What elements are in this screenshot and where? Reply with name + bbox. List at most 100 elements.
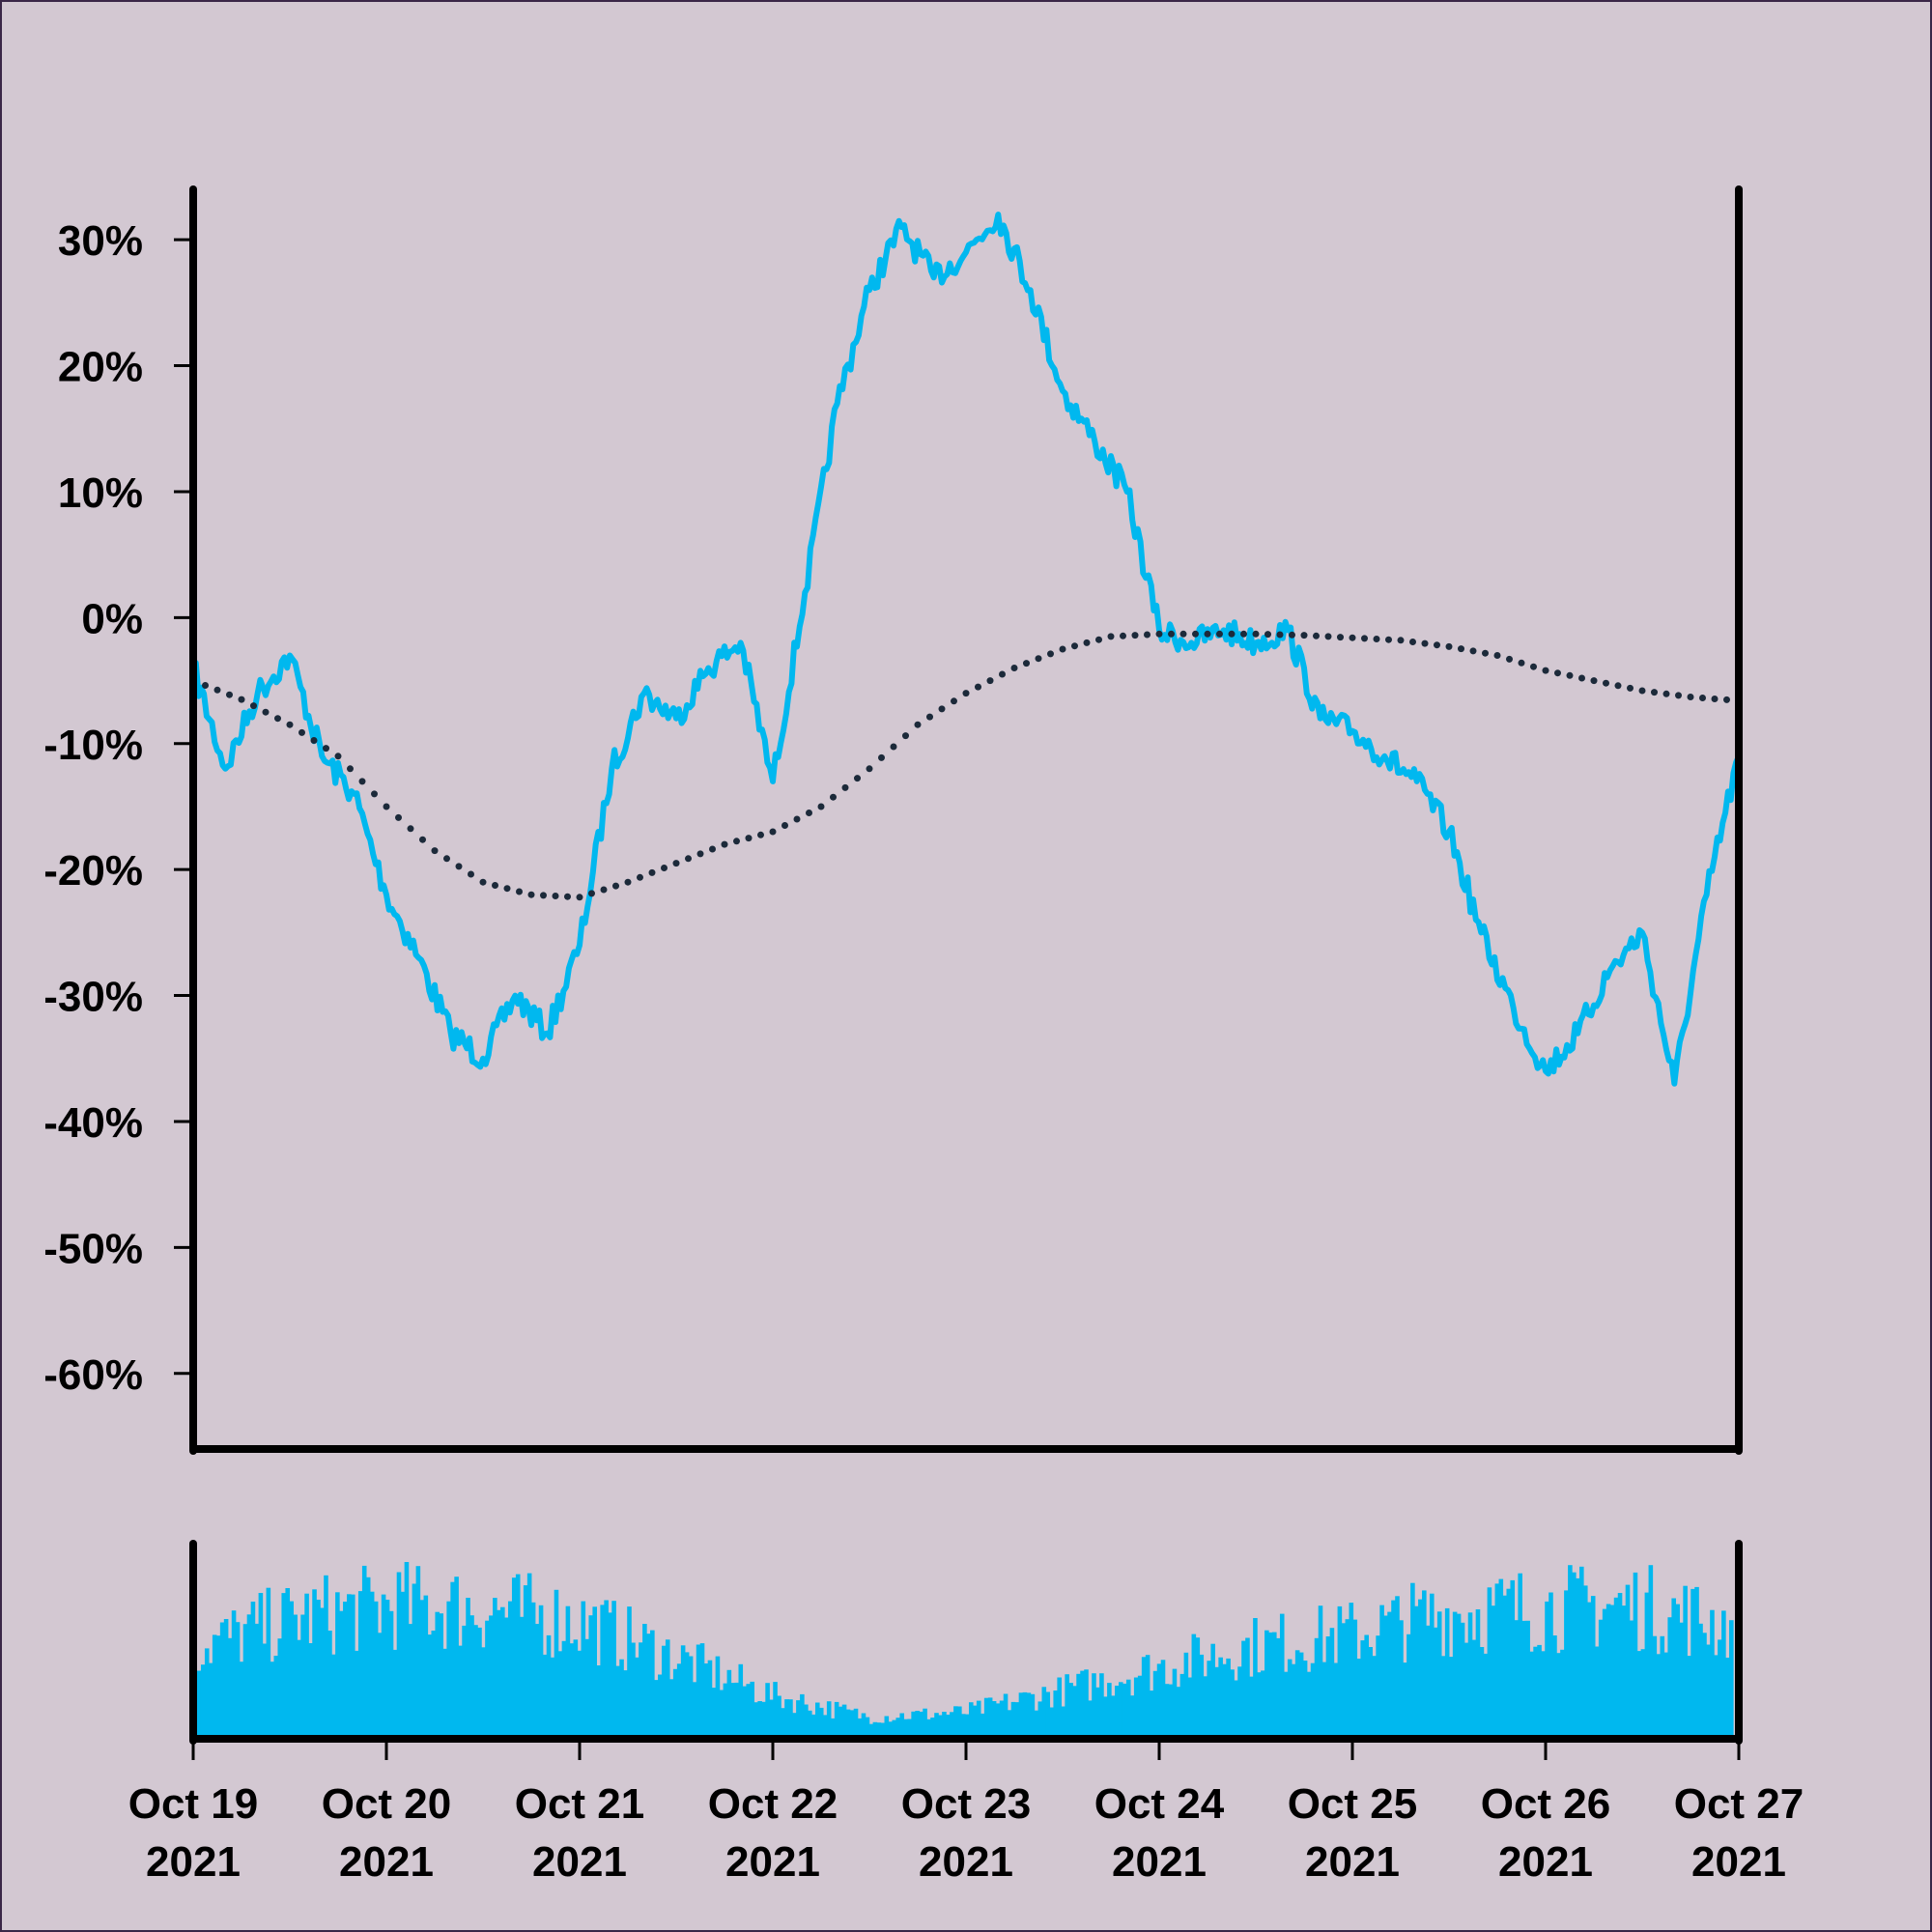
volume-bar (489, 1615, 494, 1737)
volume-bar (1690, 1588, 1695, 1737)
volume-bar (1030, 1693, 1036, 1737)
volume-bar (711, 1688, 717, 1737)
volume-bar (1041, 1687, 1047, 1737)
volume-bar (818, 1707, 824, 1737)
volume-bar (304, 1593, 309, 1737)
volume-bar (1418, 1599, 1423, 1737)
volume-bar (1372, 1656, 1377, 1737)
moving-average-dot (1216, 630, 1223, 638)
moving-average-dot (1095, 636, 1102, 643)
moving-average-dot (696, 850, 704, 858)
volume-bar (242, 1624, 248, 1737)
volume-bar (1095, 1687, 1100, 1737)
moving-average-dot (1276, 631, 1284, 639)
moving-average-dot (975, 683, 981, 691)
volume-bar (991, 1701, 997, 1737)
volume-bar (504, 1617, 509, 1737)
volume-bar (1237, 1666, 1242, 1737)
moving-average-dot (1361, 635, 1368, 642)
moving-average-dot (1434, 641, 1440, 649)
volume-bar (1145, 1655, 1151, 1737)
volume-bar (285, 1588, 291, 1737)
volume-bar (1115, 1686, 1120, 1737)
moving-average-dot (1638, 687, 1646, 695)
volume-bar (1018, 1692, 1024, 1737)
volume-bar (254, 1623, 260, 1737)
volume-bar (781, 1708, 785, 1737)
volume-bar (942, 1712, 947, 1737)
volume-bar (361, 1565, 367, 1737)
moving-average-dot (1035, 655, 1042, 663)
moving-average-dot (637, 873, 643, 881)
moving-average-dot (914, 721, 922, 728)
volume-bar (351, 1594, 355, 1737)
volume-bar (1625, 1584, 1631, 1737)
volume-bar (753, 1702, 758, 1737)
volume-bar (903, 1719, 908, 1737)
volume-bar (1379, 1605, 1384, 1737)
volume-bar (1525, 1620, 1530, 1737)
volume-bar (1003, 1693, 1009, 1737)
volume-bar (1253, 1618, 1258, 1737)
volume-bar (250, 1602, 256, 1737)
moving-average-dot (1458, 645, 1464, 653)
volume-bar (1636, 1651, 1642, 1737)
volume-bar (442, 1648, 447, 1737)
volume-bar (1014, 1702, 1020, 1737)
moving-average-dot (781, 822, 788, 829)
moving-average-dot (1590, 677, 1598, 685)
volume-bar (308, 1643, 313, 1737)
volume-bar (1230, 1669, 1235, 1737)
volume-bar (1272, 1632, 1277, 1737)
x-tick-label: Oct 23 (901, 1780, 1032, 1828)
volume-bar (1483, 1653, 1489, 1737)
volume-bar (1706, 1644, 1711, 1737)
volume-bar (281, 1593, 287, 1737)
volume-bar (788, 1699, 793, 1737)
moving-average-dot (540, 892, 547, 899)
volume-bar (1172, 1668, 1178, 1737)
volume-bar (1433, 1627, 1438, 1737)
volume-bar (511, 1577, 517, 1737)
volume-bar (1605, 1604, 1611, 1737)
moving-average-dot (383, 803, 390, 810)
volume-bar (546, 1634, 552, 1737)
volume-bar (1395, 1596, 1400, 1737)
price-line (190, 212, 1742, 1087)
moving-average-dot (358, 778, 366, 785)
volume-bar (1007, 1710, 1012, 1737)
volume-bar (995, 1703, 1001, 1737)
volume-bar (1092, 1673, 1096, 1737)
volume-bar (661, 1645, 667, 1737)
volume-bar (569, 1643, 575, 1737)
volume-bar (1187, 1677, 1193, 1737)
volume-bar (1609, 1605, 1615, 1737)
volume-bar (1648, 1565, 1654, 1737)
volume-bar (822, 1715, 828, 1737)
volume-bar (454, 1577, 459, 1737)
volume-bar (773, 1682, 778, 1737)
volume-bar (584, 1638, 590, 1737)
volume-bar (277, 1638, 283, 1737)
volume-bar (1141, 1657, 1147, 1737)
x-tick-label: 2021 (339, 1838, 434, 1886)
volume-bar (1629, 1620, 1634, 1737)
x-axis: Oct 19 2021 Oct 20 2021 Oct 21 2021 Oct 22 2021… (128, 1739, 1804, 1886)
volume-bar (934, 1713, 939, 1737)
volume-bar (861, 1713, 867, 1737)
volume-bar (412, 1583, 417, 1737)
volume-bar (223, 1619, 229, 1737)
volume-bar (1410, 1582, 1415, 1737)
moving-average-dot (1337, 634, 1344, 641)
volume-bar (1537, 1644, 1542, 1737)
moving-average-dot (503, 885, 511, 893)
volume-bar (396, 1572, 402, 1737)
volume-bar (231, 1610, 237, 1737)
volume-bar (1598, 1619, 1604, 1737)
moving-average-dot (745, 835, 753, 842)
moving-average-dot (999, 670, 1006, 678)
volume-bar (400, 1591, 406, 1737)
volume-bar (1621, 1605, 1627, 1737)
volume-bar (865, 1717, 870, 1737)
volume-bar (354, 1650, 359, 1737)
